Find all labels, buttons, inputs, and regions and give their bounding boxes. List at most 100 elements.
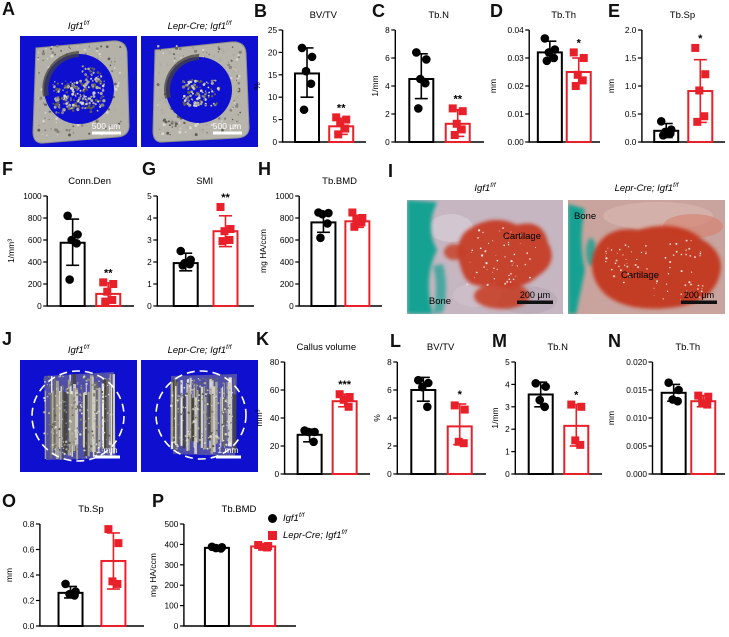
chart-tbbmd-cortical: Tb.BMD mg HA/ccm 0 200 400 600 800 1000 (258, 172, 384, 318)
svg-text:1/mm³: 1/mm³ (6, 239, 16, 263)
svg-text:25: 25 (268, 25, 278, 35)
svg-text:0: 0 (37, 301, 42, 311)
chart-svg-C: Tb.N 1/mm 0 2 4 6 8 ** (370, 10, 484, 147)
svg-text:Tb.Sp: Tb.Sp (78, 504, 103, 515)
svg-text:2: 2 (385, 109, 390, 119)
chart-tbn-callus: Tb.N 1/mm 0 1 2 3 4 5 * (490, 338, 604, 486)
svg-text:1/mm: 1/mm (370, 75, 380, 96)
scalebar-label: 1 mm (217, 445, 238, 455)
svg-text:0: 0 (272, 137, 277, 147)
histology-image-control: Cartilage Bone 200 µm (407, 200, 563, 319)
panel-letter-A: A (2, 0, 15, 19)
svg-text:2: 2 (505, 424, 510, 434)
microct-image-mutant-callus: 1 mm (141, 360, 258, 477)
chart-svg-E: Tb.Sp mm 0.0 0.5 1.0 1.5 2.0 * (606, 10, 725, 147)
svg-text:0.02: 0.02 (508, 81, 525, 91)
chart-bvtv-callus: BV/TV% 0 2 4 6 8 * (372, 338, 488, 486)
svg-text:0: 0 (505, 469, 510, 479)
panel-letter-E: E (608, 1, 621, 21)
svg-text:4: 4 (147, 213, 152, 223)
svg-text:0.020: 0.020 (626, 357, 647, 367)
chart-tbsp-cortical: Tb.Sp mm 0.0 0.5 1.0 1.5 2.0 * (606, 6, 727, 154)
svg-text:Tb.Th: Tb.Th (675, 342, 700, 353)
svg-text:8: 8 (387, 357, 392, 367)
svg-text:10: 10 (268, 92, 278, 102)
svg-text:60: 60 (270, 385, 280, 395)
svg-text:6: 6 (387, 385, 392, 395)
chart-svg-N: Tb.Th mm 0.000 0.005 0.010 0.015 0.020 (606, 342, 725, 479)
microct-image-mutant-cortical: 500 µm (141, 36, 258, 152)
svg-text:0.0: 0.0 (23, 621, 35, 631)
svg-text:6: 6 (385, 53, 390, 63)
scalebar-label: 1 mm (96, 445, 117, 455)
chart-svg-P: Tb.BMD mg HA/ccm 0 100 200 300 400 500 (148, 504, 296, 631)
scalebar (517, 300, 553, 304)
svg-text:%: % (372, 414, 382, 422)
svg-text:5: 5 (505, 357, 510, 367)
panel-letter-P: P (152, 491, 165, 511)
scalebar-label: 200 µm (520, 290, 550, 300)
chart-svg-M: Tb.N 1/mm 0 1 2 3 4 5 * (490, 342, 602, 479)
bone-label: Bone (574, 211, 596, 222)
chart-callus-volume: Callus volume mm³ 0 20 40 60 80 *** (254, 338, 372, 486)
svg-text:4: 4 (505, 379, 510, 389)
svg-text:mm: mm (4, 568, 14, 582)
svg-text:Conn.Den: Conn.Den (68, 176, 111, 187)
panel-letter-D: D (490, 1, 503, 21)
svg-text:0: 0 (147, 301, 152, 311)
svg-text:600: 600 (280, 235, 294, 245)
figure-legend: Igf1f/f Lepr-Cre; Igf1f/f (268, 512, 347, 546)
svg-text:200: 200 (165, 580, 179, 590)
svg-text:80: 80 (270, 357, 280, 367)
svg-text:**: ** (453, 93, 462, 105)
chart-smi: SMI 0 1 2 3 4 5 ** (140, 172, 256, 318)
svg-text:1/mm: 1/mm (490, 407, 500, 428)
chart-tbth-cortical: Tb.Th mm 0.00 0.01 0.02 0.03 0.04 * (488, 6, 602, 154)
svg-text:40: 40 (270, 413, 280, 423)
scalebar (681, 300, 717, 304)
svg-text:400: 400 (28, 257, 42, 267)
chart-tbsp-callus: Tb.Sp mm 0.0 0.2 0.4 0.6 0.8 (4, 500, 146, 637)
svg-text:1: 1 (505, 447, 510, 457)
svg-text:Tb.N: Tb.N (547, 342, 568, 353)
microct-image-control-cortical: 500 µm (20, 36, 137, 152)
svg-text:20: 20 (268, 47, 278, 57)
panel-letter-K: K (256, 329, 269, 349)
scalebar (92, 131, 121, 135)
svg-text:1.5: 1.5 (625, 53, 637, 63)
panel-letter-C: C (372, 1, 385, 21)
svg-text:5: 5 (272, 115, 277, 125)
svg-text:mm: mm (606, 79, 616, 93)
panel-letter-H: H (258, 159, 271, 179)
svg-text:800: 800 (280, 213, 294, 223)
svg-text:500: 500 (165, 519, 179, 529)
svg-text:SMI: SMI (196, 176, 213, 187)
panel-letter-O: O (2, 491, 17, 511)
svg-text:0: 0 (174, 621, 179, 631)
scalebar-label: 500 µm (213, 121, 242, 131)
svg-text:**: ** (221, 192, 230, 204)
svg-text:0.010: 0.010 (626, 413, 647, 423)
chart-bvtv-cortical: BV/TV% 0 5 10 15 20 25 ** (252, 6, 368, 154)
chart-conn-den: Conn.Den 1/mm³ 0 200 400 600 800 1000 ** (6, 172, 136, 318)
svg-text:0.01: 0.01 (508, 109, 525, 119)
svg-text:mm: mm (488, 79, 498, 93)
svg-text:0.5: 0.5 (625, 109, 637, 119)
chart-svg-B: BV/TV% 0 5 10 15 20 25 ** (252, 10, 366, 147)
legend-item-control: Igf1f/f (268, 512, 347, 524)
svg-text:800: 800 (28, 213, 42, 223)
svg-text:Tb.N: Tb.N (428, 10, 449, 21)
svg-text:0.015: 0.015 (626, 385, 647, 395)
legend-square-marker (268, 530, 277, 540)
genotype-title-control: Igf1f/f (474, 182, 496, 195)
svg-text:4: 4 (385, 81, 390, 91)
svg-text:mm: mm (606, 411, 616, 425)
svg-text:3: 3 (147, 235, 152, 245)
cartilage-label: Cartilage (503, 231, 541, 242)
panel-letter-N: N (608, 331, 621, 351)
svg-text:400: 400 (165, 539, 179, 549)
genotype-title-mutant: Lepr-Cre; Igf1f/f (614, 182, 679, 195)
svg-text:mg HA/ccm: mg HA/ccm (148, 553, 158, 597)
svg-text:*: * (458, 389, 463, 401)
scalebar-label: 200 µm (684, 290, 714, 300)
